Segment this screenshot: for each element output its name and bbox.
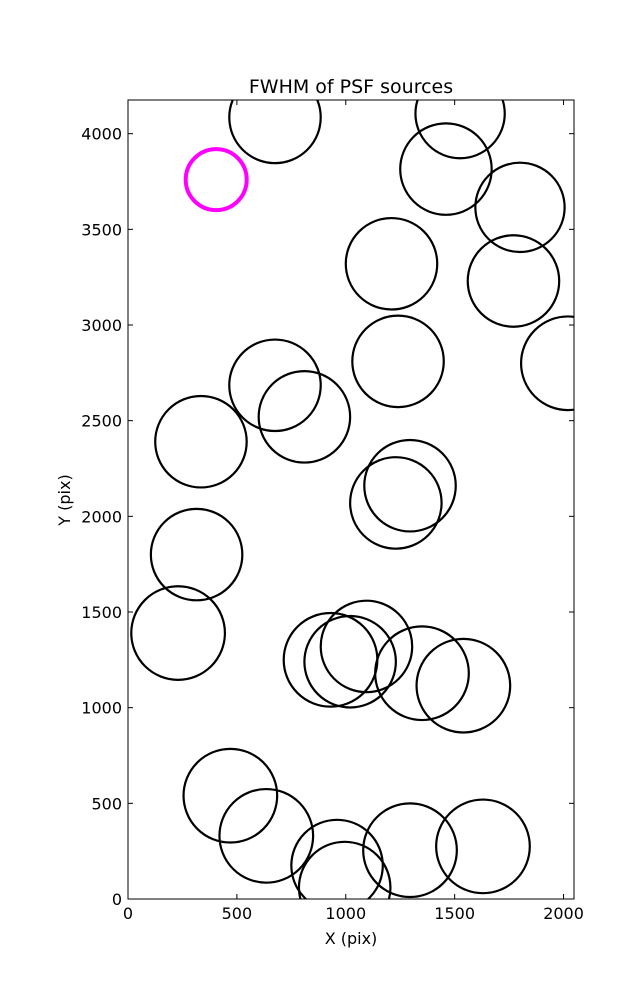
y-tick-label: 3500 bbox=[81, 220, 122, 239]
psf-source-circle bbox=[218, 787, 315, 884]
psf-source-circle bbox=[415, 637, 512, 734]
psf-source-circle bbox=[290, 818, 384, 899]
x-tick-label: 1500 bbox=[434, 904, 475, 923]
x-tick-label: 0 bbox=[123, 904, 133, 923]
psf-source-circle bbox=[297, 840, 392, 899]
x-axis-label: X (pix) bbox=[325, 929, 378, 948]
psf-source-circle bbox=[399, 122, 493, 216]
psf-source-circle bbox=[228, 338, 322, 433]
psf-source-circle bbox=[474, 161, 566, 254]
psf-source-circle bbox=[154, 394, 248, 489]
psf-source-circle bbox=[351, 314, 445, 409]
psf-source-circle bbox=[319, 599, 414, 694]
psf-source-circle bbox=[435, 798, 531, 895]
psf-source-circle bbox=[363, 438, 457, 533]
psf-circles-layer bbox=[130, 100, 574, 899]
chart-title: FWHM of PSF sources bbox=[249, 76, 453, 98]
psf-source-circle bbox=[466, 234, 561, 328]
psf-source-circle bbox=[349, 456, 443, 550]
psf-source-circle bbox=[149, 507, 244, 602]
y-tick-label: 1000 bbox=[81, 699, 122, 718]
psf-source-circle bbox=[303, 614, 397, 709]
x-tick-label: 1000 bbox=[325, 904, 366, 923]
y-tick-label: 0 bbox=[112, 890, 122, 909]
psf-source-circle bbox=[130, 585, 227, 681]
psf-source-circle bbox=[362, 802, 458, 899]
psf-source-circle bbox=[414, 100, 506, 160]
psf-source-circle bbox=[374, 625, 470, 722]
y-tick-label: 3000 bbox=[81, 316, 122, 335]
psf-source-circle bbox=[257, 370, 352, 464]
psf-source-circle-highlight bbox=[183, 147, 249, 213]
psf-source-circle bbox=[228, 100, 322, 165]
psf-source-circle bbox=[182, 747, 279, 844]
psf-source-circle bbox=[344, 216, 439, 311]
psf-source-circle bbox=[519, 315, 574, 412]
axis-ticks-layer: 0 500 1000 1500 2000 0 500 1000 1500 2000 2500 3000… bbox=[81, 100, 584, 923]
x-tick-label: 2000 bbox=[543, 904, 584, 923]
y-axis-label: Y (pix) bbox=[55, 474, 74, 526]
y-tick-label: 500 bbox=[91, 794, 122, 813]
y-tick-label: 2500 bbox=[81, 412, 122, 431]
y-tick-label: 1500 bbox=[81, 603, 122, 622]
plot-frame bbox=[127, 99, 575, 900]
y-tick-label: 4000 bbox=[81, 125, 122, 144]
y-tick-label: 2000 bbox=[81, 507, 122, 526]
x-tick-label: 500 bbox=[222, 904, 253, 923]
